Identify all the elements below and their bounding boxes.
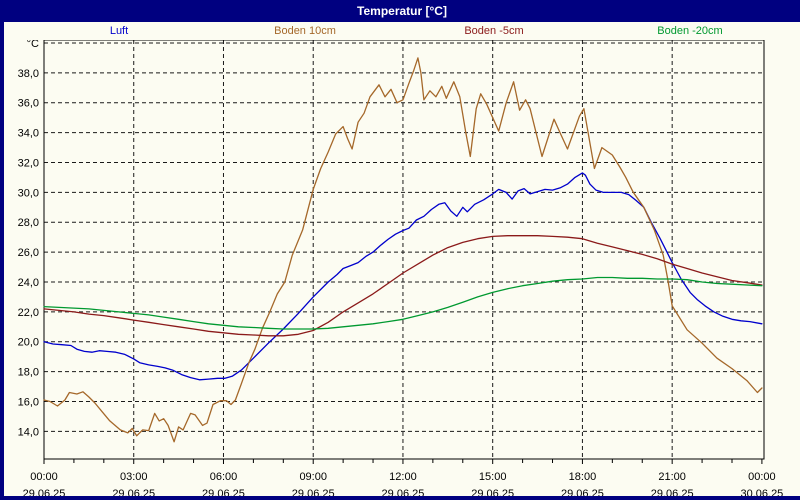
chart-area: °C 38,0 36,0 34,0 32,0 30,0 28,0 26,0 24,0 22,0 20… [4,38,800,500]
x-tick-time: 00:00 [30,471,58,483]
x-tick-date: 29.06.25 [561,488,604,496]
legend-bar: Luft Boden 10cm Boden -5cm Boden -20cm [4,22,800,40]
y-tick-label: 18,0 [18,367,39,379]
x-tick-time: 15:00 [479,471,507,483]
x-tick-time: 06:00 [210,471,238,483]
y-tick-label: °C [27,40,39,50]
x-tick-date: 29.06.25 [471,488,514,496]
y-tick-label: 34,0 [18,128,39,140]
window-title: Temperatur [°C] [357,4,447,18]
x-tick-date: 29.06.25 [112,488,155,496]
x-tick-time: 12:00 [389,471,417,483]
x-tick-time: 18:00 [569,471,597,483]
y-tick-label: 22,0 [18,307,39,319]
legend-item-boden-5cm: Boden -5cm [464,25,524,37]
x-tick-date: 29.06.25 [651,488,694,496]
y-tick-label: 24,0 [18,277,39,289]
legend-item-boden-10cm: Boden 10cm [274,25,336,37]
y-tick-label: 32,0 [18,157,39,169]
axis-ticks [43,459,763,464]
x-tick-time: 03:00 [120,471,148,483]
series-line-boden-10cm [43,57,763,443]
x-axis-labels: 00:00 29.06.25 03:00 29.06.25 06:00 29.06.25 0… [23,471,784,500]
legend-item-luft: Luft [109,25,129,37]
y-tick-label: 20,0 [18,337,39,349]
temperature-chart: °C 38,0 36,0 34,0 32,0 30,0 28,0 26,0 24,0 22,0 20… [18,38,784,500]
y-tick-label: 30,0 [18,187,39,199]
x-tick-time: 21:00 [658,471,686,483]
x-tick-date: 29.06.25 [382,488,425,496]
x-tick-date: 29.06.25 [292,488,335,496]
y-tick-label: 36,0 [18,98,39,110]
legend-item-boden-20cm: Boden -20cm [657,25,723,37]
x-tick-time: 00:00 [748,471,776,483]
y-tick-label: 14,0 [18,426,39,438]
y-tick-label: 16,0 [18,396,39,408]
plot-frame [43,39,765,460]
series-line-boden--20cm [43,276,763,330]
y-tick-label: 38,0 [18,68,39,80]
series-line-luft [43,172,763,381]
grid [44,40,764,459]
series-line-boden--5cm [43,235,763,337]
y-tick-label: 26,0 [18,247,39,259]
x-tick-time: 09:00 [299,471,327,483]
y-axis-labels: °C 38,0 36,0 34,0 32,0 30,0 28,0 26,0 24,0 22,0 20… [18,38,39,438]
x-tick-date: 29.06.25 [23,488,66,496]
x-tick-date: 29.06.25 [202,488,245,496]
y-tick-label: 28,0 [18,217,39,229]
title-bar: Temperatur [°C] [4,0,800,22]
x-tick-date: 30.06.25 [740,488,783,496]
